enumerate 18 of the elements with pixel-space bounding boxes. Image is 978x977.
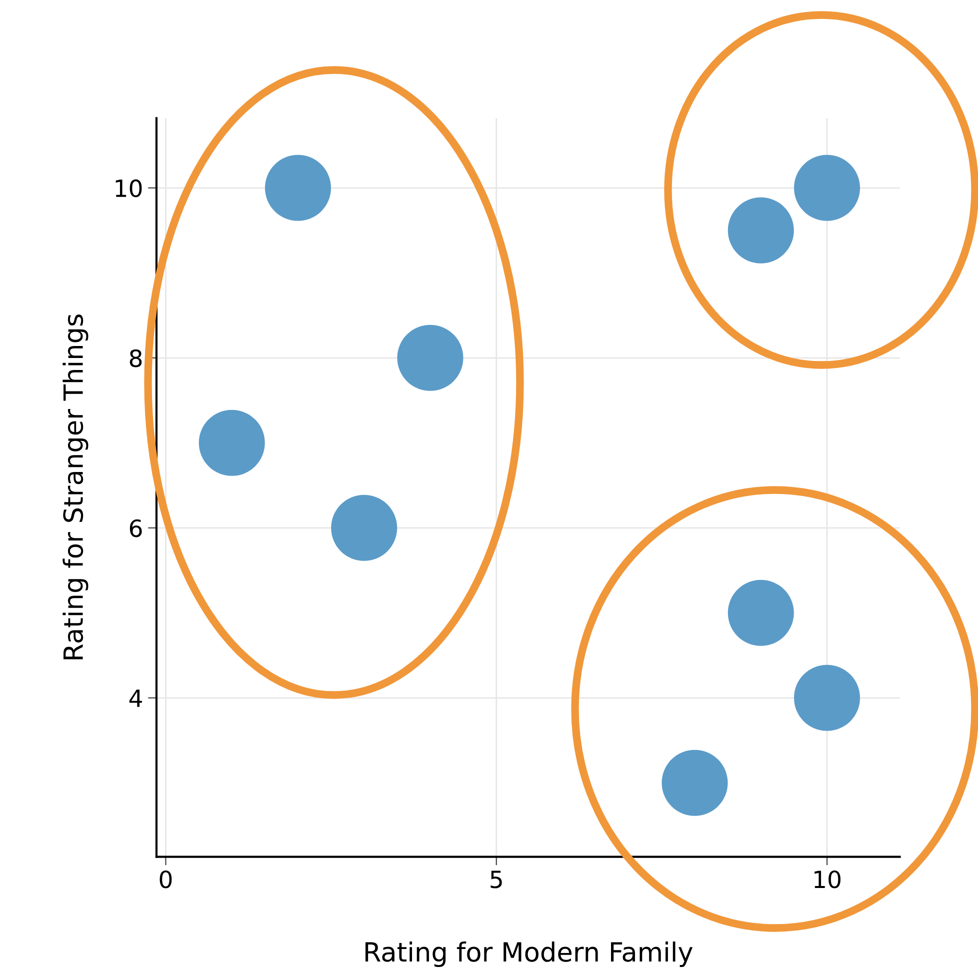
point [728,197,794,264]
y-tick-label: 8 [130,349,142,368]
point [264,154,332,221]
y-tick-label: 10 [116,179,142,198]
point [397,324,464,391]
y-tick-label: 4 [129,690,142,707]
y-tick-label: 6 [130,519,142,538]
point [198,410,265,476]
point [331,494,398,561]
point [662,750,728,816]
x-tick-label: 10 [814,870,840,888]
point [794,154,860,221]
point [728,580,794,646]
y-axis-title: Rating for Stranger Things [62,314,88,660]
x-axis-title: Rating for Modern Family [365,941,693,968]
point [794,664,860,731]
x-tick-label: 0 [160,870,172,888]
x-tick-label: 5 [490,870,502,888]
